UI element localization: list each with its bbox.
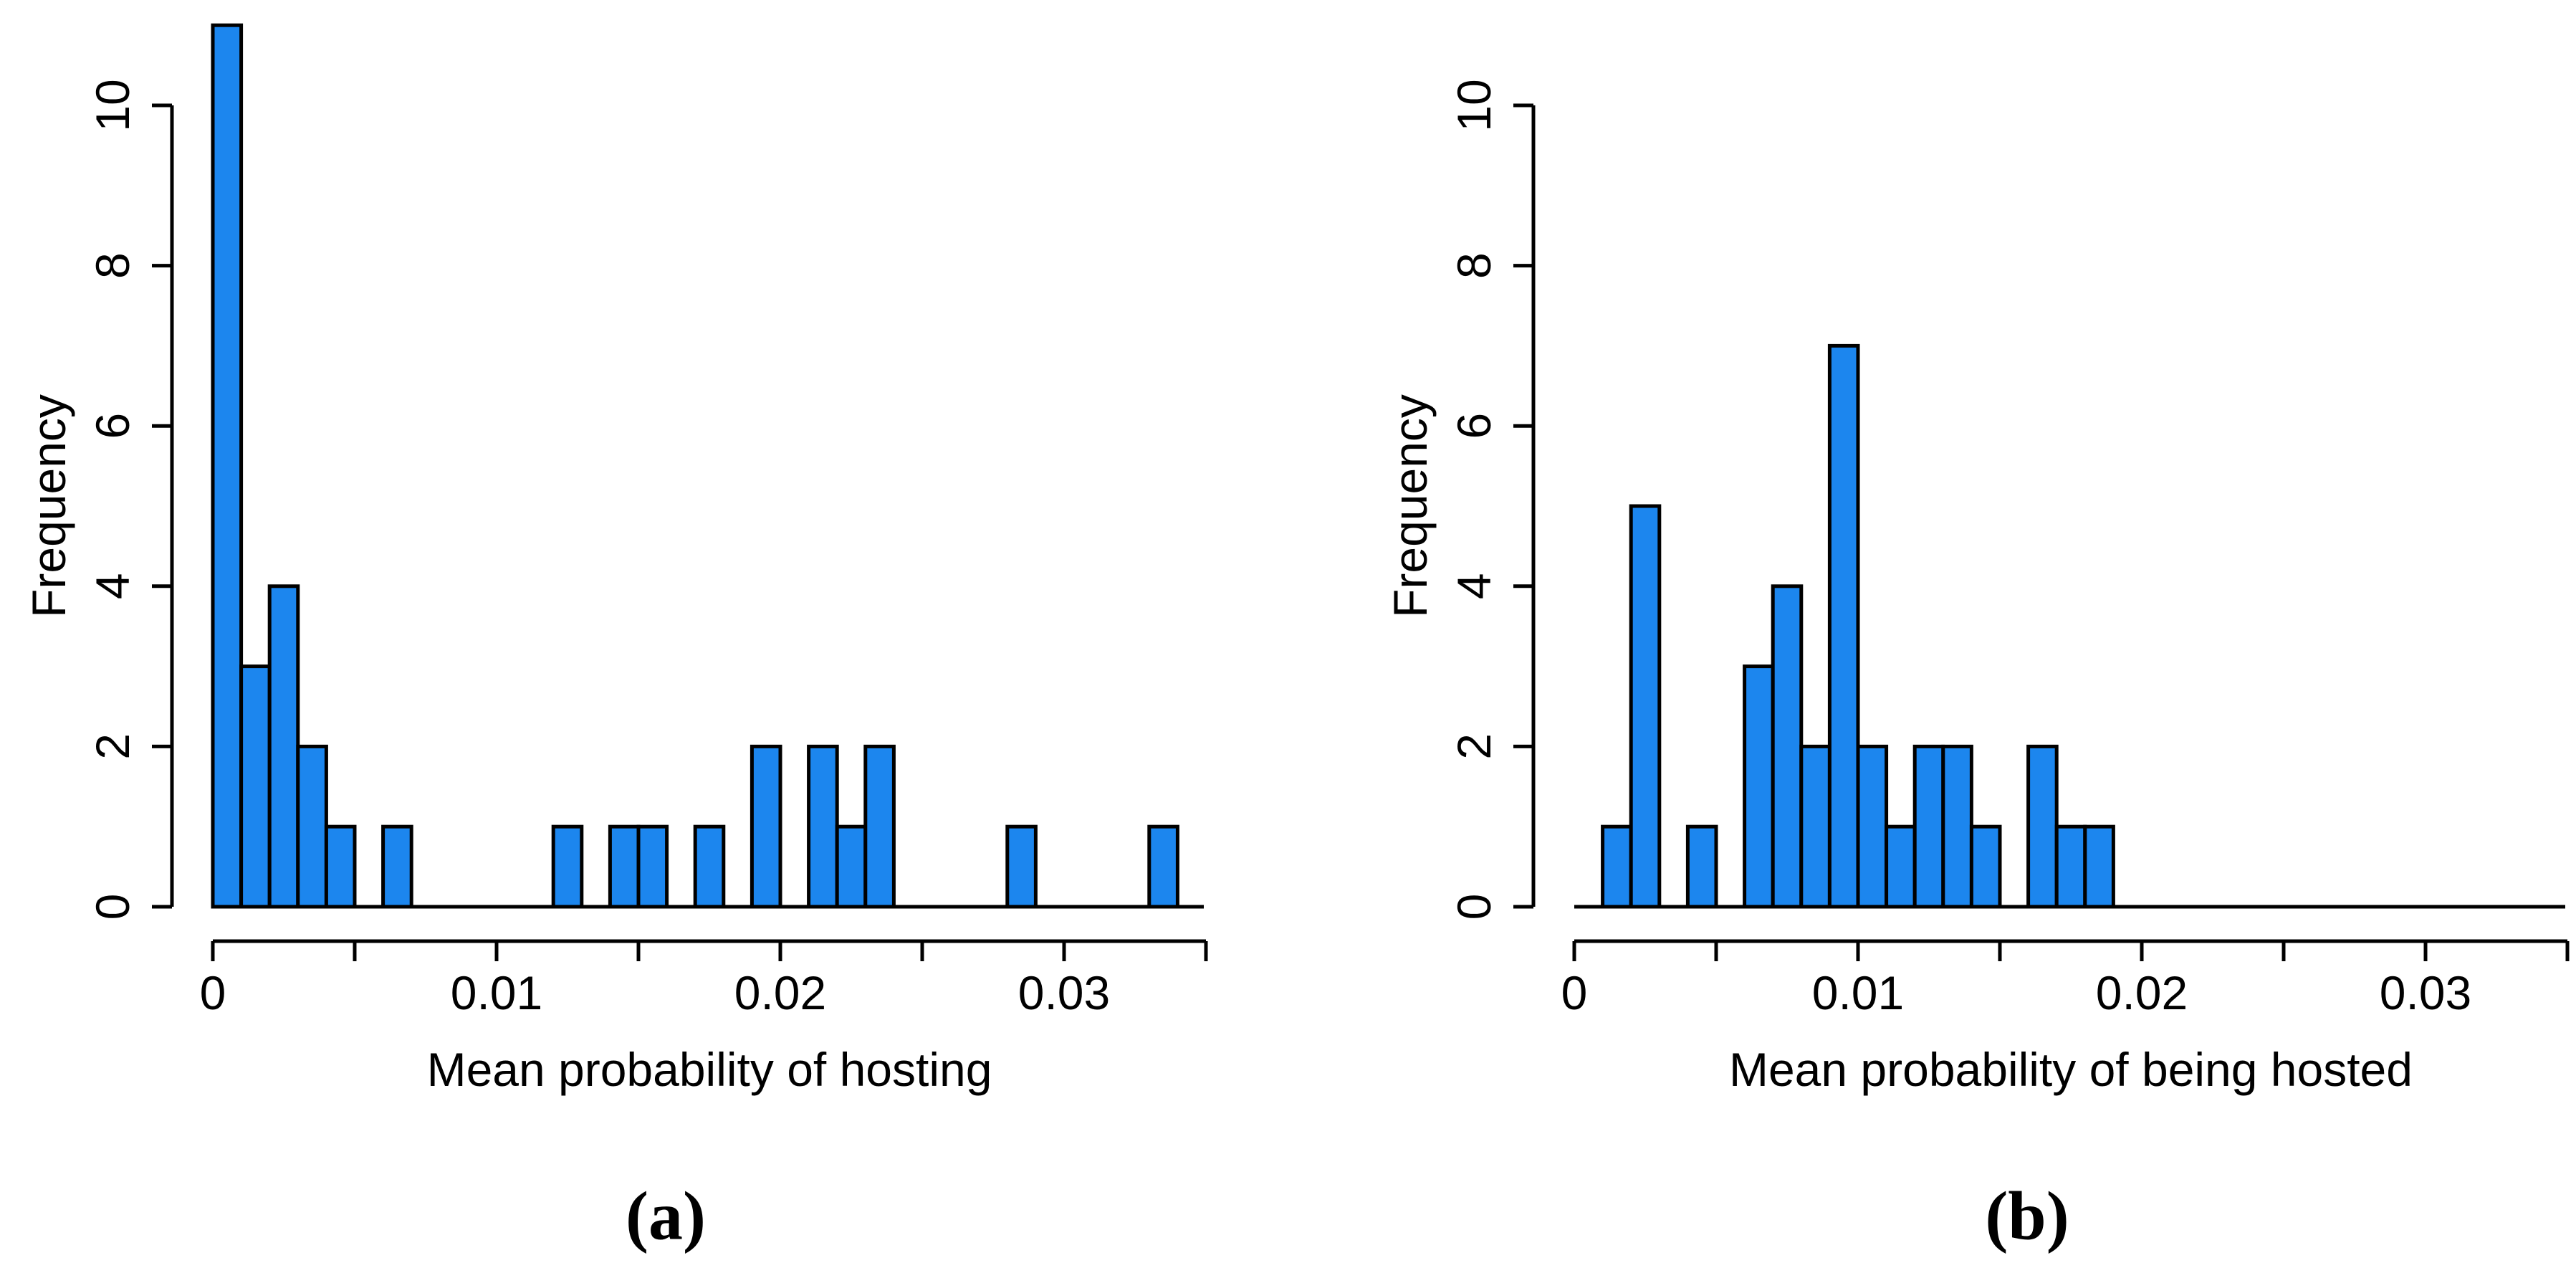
y-tick-label: 6 xyxy=(1447,413,1500,439)
histogram-bar xyxy=(1827,343,1860,909)
histogram-bar xyxy=(1941,744,1973,909)
y-tick-label: 10 xyxy=(86,79,139,131)
histogram-bar xyxy=(296,744,328,909)
histogram-bar xyxy=(693,824,726,909)
histogram-bar xyxy=(1147,824,1179,909)
histogram-bar xyxy=(1005,824,1038,909)
histogram-bar xyxy=(835,824,868,909)
x-tick-label: 0.03 xyxy=(1018,966,1110,1019)
y-tick-label: 0 xyxy=(1447,894,1500,920)
histogram-bar xyxy=(1799,744,1832,909)
histogram-bar xyxy=(1885,824,1917,909)
x-tick-label: 0.02 xyxy=(734,966,826,1019)
y-tick-label: 8 xyxy=(86,252,139,279)
histogram-bar xyxy=(1629,504,1662,909)
histogram-bar xyxy=(324,824,357,909)
histogram-bar xyxy=(2054,824,2087,909)
y-axis-title: Frequency xyxy=(22,394,75,618)
x-tick-label: 0.01 xyxy=(1812,966,1904,1019)
histogram-bar xyxy=(2026,744,2059,909)
y-tick-label: 6 xyxy=(86,413,139,439)
y-tick-label: 0 xyxy=(86,894,139,920)
histogram-bar xyxy=(1856,744,1889,909)
x-axis-title: Mean probability of hosting xyxy=(427,1043,992,1096)
x-tick-label: 0.03 xyxy=(2380,966,2471,1019)
histogram-bar xyxy=(2083,824,2115,909)
x-tick-label: 0.02 xyxy=(2096,966,2188,1019)
x-axis-ticks: 0 0.01 0.02 0.03 xyxy=(1561,941,2570,1019)
panel-caption-a: (a) xyxy=(626,1178,706,1254)
histogram-bar xyxy=(1685,824,1718,909)
x-axis-title: Mean probability of being hosted xyxy=(1729,1043,2413,1096)
y-tick-label: 2 xyxy=(86,733,139,760)
histogram-bar xyxy=(863,744,896,909)
histogram-bar xyxy=(239,664,272,909)
y-tick-label: 4 xyxy=(86,573,139,599)
histogram-bar xyxy=(1601,824,1633,909)
histogram-bar xyxy=(636,824,669,909)
histogram-bar xyxy=(608,824,641,909)
y-axis-ticks: 0 2 4 6 8 10 xyxy=(86,79,172,920)
histogram-bar xyxy=(1771,584,1804,909)
histogram-bar xyxy=(1743,664,1775,909)
y-axis-ticks: 0 2 4 6 8 10 xyxy=(1447,79,1533,920)
y-tick-label: 8 xyxy=(1447,252,1500,279)
histogram-panel-a: 0 2 4 6 8 10 Frequency 0 0.01 0.02 0.03 Mean probab… xyxy=(22,23,1208,1254)
histogram-bars xyxy=(211,23,1179,909)
x-tick-label: 0.01 xyxy=(451,966,542,1019)
histogram-bar xyxy=(807,744,839,909)
histogram-panel-b: 0 2 4 6 8 10 Frequency 0 0.01 0.02 0.03 Mean probab… xyxy=(1384,79,2570,1254)
y-axis-title: Frequency xyxy=(1384,394,1437,618)
histogram-bar xyxy=(381,824,413,909)
y-tick-label: 4 xyxy=(1447,573,1500,599)
x-tick-label: 0 xyxy=(200,966,226,1019)
y-tick-label: 2 xyxy=(1447,733,1500,760)
x-tick-label: 0 xyxy=(1561,966,1588,1019)
y-tick-label: 10 xyxy=(1447,79,1500,131)
histogram-bar xyxy=(211,23,244,909)
histogram-bar xyxy=(267,584,300,909)
histogram-bar xyxy=(1912,744,1945,909)
histogram-bar xyxy=(750,744,782,909)
panel-caption-b: (b) xyxy=(1985,1178,2069,1254)
histogram-bar xyxy=(551,824,584,909)
histogram-bar xyxy=(1969,824,2002,909)
x-axis-ticks: 0 0.01 0.02 0.03 xyxy=(200,941,1208,1019)
histogram-bars xyxy=(1601,343,2115,909)
